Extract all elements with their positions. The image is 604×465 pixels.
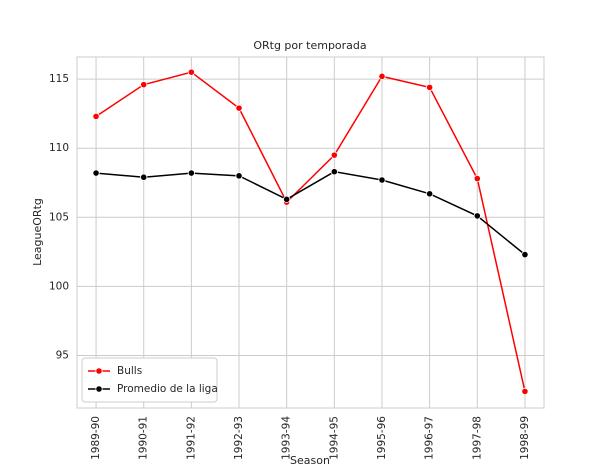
data-point <box>378 72 386 80</box>
data-point <box>330 151 338 159</box>
legend-marker <box>95 367 103 375</box>
legend-label: Promedio de la liga <box>117 383 218 395</box>
data-point <box>187 169 195 177</box>
series-line <box>95 71 526 392</box>
x-tick-label: 1998-99 <box>519 416 531 460</box>
x-tick-label: 1993-94 <box>281 416 293 460</box>
data-point <box>473 175 481 183</box>
x-axis-label: Season <box>290 454 330 465</box>
x-tick-label: 1996-97 <box>424 416 436 460</box>
x-tick-label: 1991-92 <box>185 416 197 460</box>
y-tick-label: 95 <box>56 349 69 361</box>
data-point <box>283 195 291 203</box>
y-tick-label: 105 <box>49 211 69 223</box>
data-point <box>521 387 529 396</box>
series-line <box>95 170 526 256</box>
data-point <box>473 212 481 220</box>
y-tick-label: 100 <box>49 280 69 292</box>
data-point <box>92 112 100 121</box>
data-point <box>140 81 148 89</box>
y-tick-label: 110 <box>49 142 69 154</box>
y-axis-label: LeagueORtg <box>31 198 44 266</box>
x-tick-label: 1990-91 <box>138 416 150 460</box>
legend-label: Bulls <box>117 365 142 377</box>
data-point <box>235 172 243 180</box>
legend-marker <box>95 385 103 393</box>
data-point <box>426 190 434 198</box>
legend-box <box>81 357 218 403</box>
data-point <box>140 173 148 181</box>
data-point <box>187 68 195 76</box>
data-point <box>426 83 434 92</box>
plot-area <box>76 56 545 409</box>
x-tick-label: 1994-95 <box>328 416 340 460</box>
chart-title: ORtg por temporada <box>253 39 366 52</box>
x-tick-label: 1997-98 <box>471 416 483 460</box>
y-tick-label: 115 <box>49 73 69 85</box>
x-tick-label: 1995-96 <box>376 416 388 460</box>
data-point <box>378 176 386 184</box>
data-point <box>92 169 100 177</box>
data-point <box>330 168 338 176</box>
x-tick-label: 1989-90 <box>90 416 102 460</box>
data-point <box>235 104 243 112</box>
x-tick-label: 1992-93 <box>233 416 245 460</box>
data-point <box>521 251 529 259</box>
